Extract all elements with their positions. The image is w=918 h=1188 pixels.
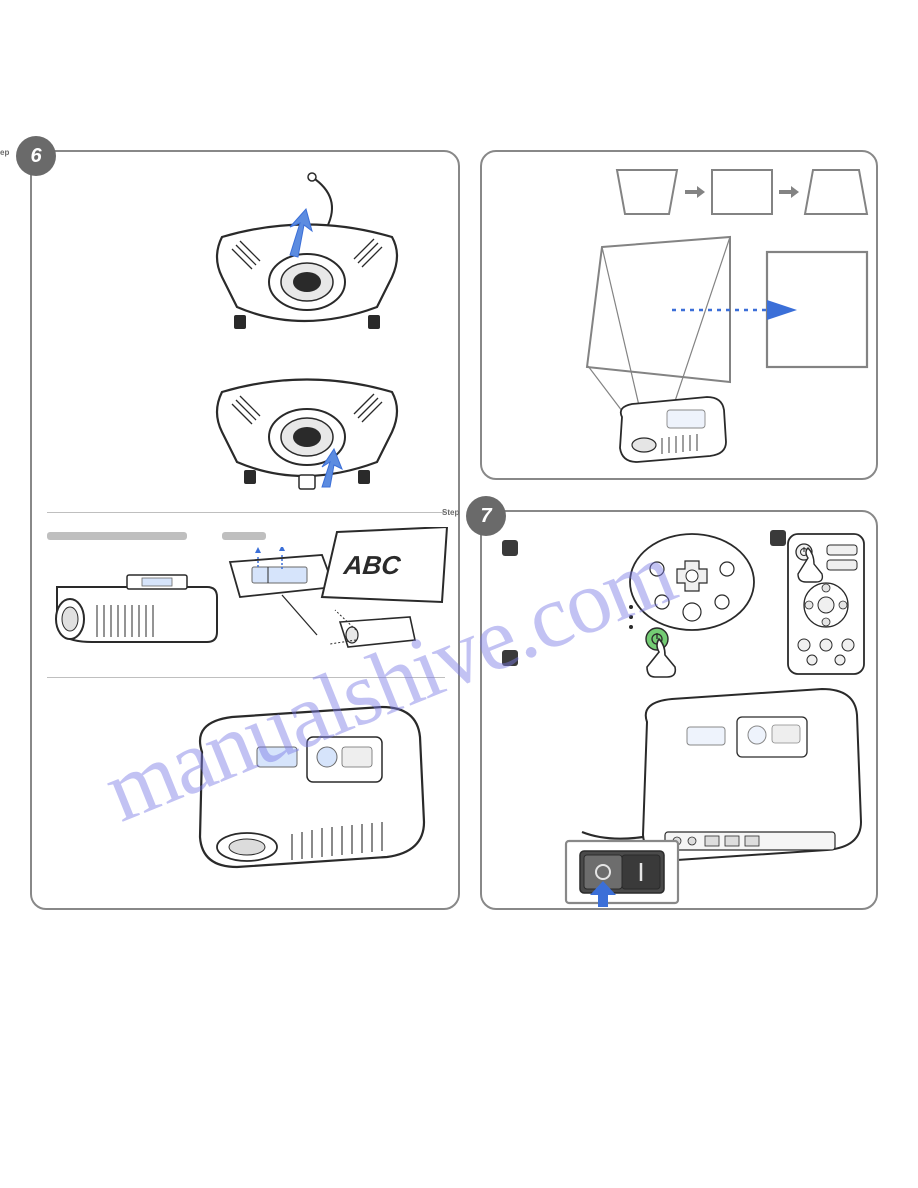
abc-text: ABC bbox=[342, 550, 402, 581]
bullet-1 bbox=[502, 540, 518, 556]
manual-page: manualshive.com Step 6 bbox=[30, 150, 888, 940]
projector-topview-illustration bbox=[162, 692, 442, 892]
step-number: 6 bbox=[30, 145, 41, 168]
step-prefix-7: Step bbox=[442, 508, 459, 517]
keystone-frames-illustration bbox=[607, 162, 872, 232]
bullet-2 bbox=[502, 650, 518, 666]
panel-step6: Step 6 bbox=[30, 150, 460, 910]
step-number-7: 7 bbox=[480, 505, 491, 528]
remote-press-illustration bbox=[782, 530, 870, 680]
step-prefix: Step bbox=[0, 148, 9, 157]
projector-side-zoom-illustration bbox=[42, 547, 227, 667]
projector-tilt-up-illustration bbox=[182, 167, 432, 337]
panel-keystone-projection bbox=[480, 150, 878, 480]
heading-redacted-2 bbox=[222, 532, 266, 540]
step-badge-6: Step 6 bbox=[16, 136, 56, 176]
heading-redacted-1 bbox=[47, 532, 187, 540]
projector-foot-adjust-illustration bbox=[182, 337, 432, 497]
step-badge-7: Step 7 bbox=[466, 496, 506, 536]
control-panel-press-illustration bbox=[617, 527, 767, 682]
power-switch-detail-illustration bbox=[562, 837, 682, 909]
panel-step7: Step 7 bbox=[480, 510, 878, 910]
projection-shift-illustration bbox=[512, 232, 872, 467]
projector-mini-illustration bbox=[330, 602, 425, 657]
divider-2 bbox=[47, 677, 445, 678]
divider-1 bbox=[47, 512, 445, 513]
